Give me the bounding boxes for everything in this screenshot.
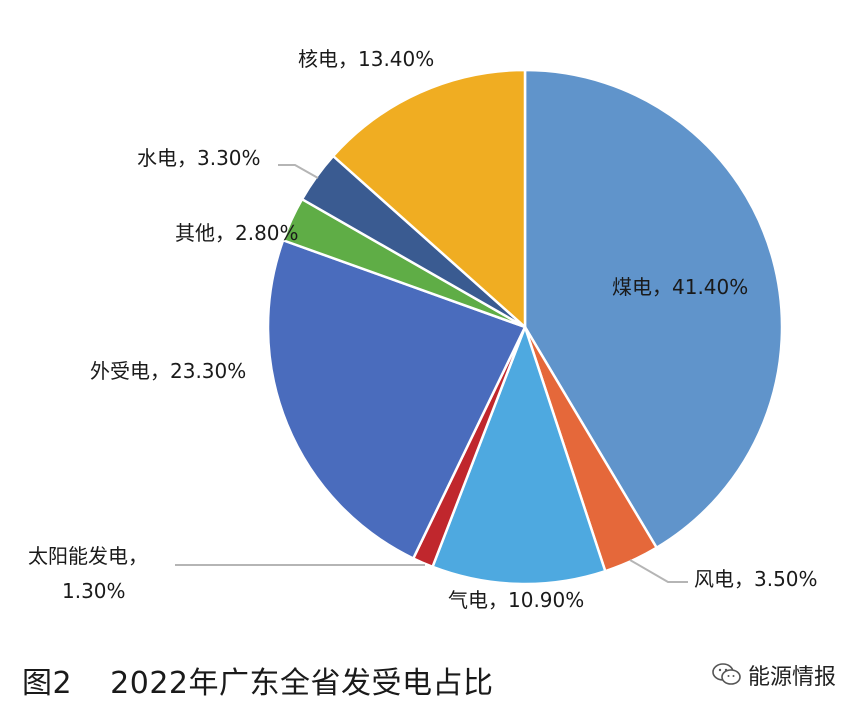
watermark: 能源情报 <box>712 659 836 691</box>
slice-label-hydro: 水电，3.30% <box>137 146 261 170</box>
pie-slice-nuclear <box>331 68 527 329</box>
wechat-icon <box>712 662 742 688</box>
pie-slice-coal <box>523 68 784 549</box>
pie-slices <box>266 68 784 586</box>
slice-label-other: 其他，2.80% <box>175 221 299 245</box>
figure-caption: 图2 2022年广东全省发受电占比 <box>22 658 494 702</box>
slice-label-wind: 风电，3.50% <box>694 567 818 591</box>
leader-lines <box>175 164 688 583</box>
watermark-text: 能源情报 <box>748 665 837 690</box>
slice-label-coal: 煤电，41.40% <box>612 275 748 299</box>
slice-label-nuclear: 核电，13.40% <box>298 47 434 71</box>
pie-chart: 煤电，41.40% 风电，3.50% 气电，10.90% 太阳能发电， 1.30… <box>28 47 818 612</box>
slice-label-imported: 外受电，23.30% <box>90 359 246 383</box>
figure-number: 图2 <box>22 666 73 701</box>
pie-slice-gas <box>431 325 607 586</box>
slice-label-solar-line2: 1.30% <box>62 579 126 603</box>
figure-title: 2022年广东全省发受电占比 <box>110 666 494 701</box>
leader-line-wind <box>629 559 688 583</box>
pie-slice-imported <box>266 238 527 560</box>
leader-line-hydro <box>278 164 319 179</box>
slice-labels: 煤电，41.40% 风电，3.50% 气电，10.90% 太阳能发电， 1.30… <box>28 47 818 612</box>
slice-label-gas: 气电，10.90% <box>448 588 584 612</box>
slice-label-solar-line1: 太阳能发电， <box>28 544 148 568</box>
